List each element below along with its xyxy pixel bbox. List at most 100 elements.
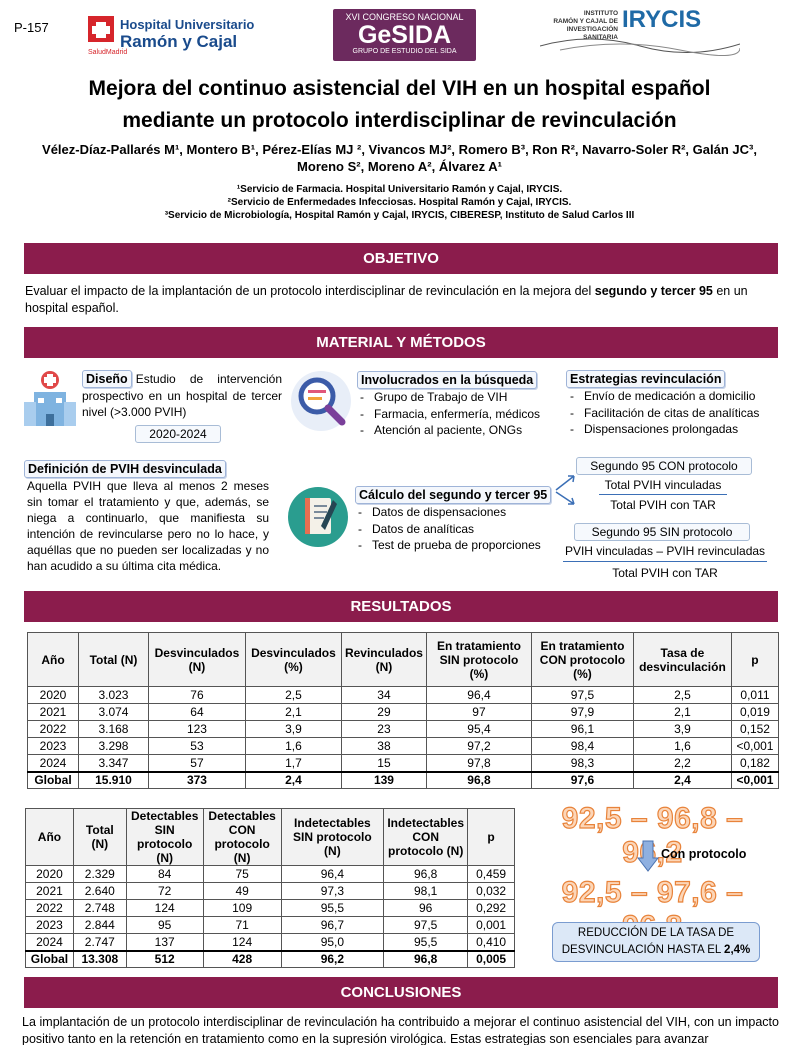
- item-list: Datos de dispensacionesDatos de analític…: [358, 504, 541, 554]
- table-cell: 3.074: [77, 703, 149, 721]
- design-description: Estudio de intervención prospectivo en u…: [82, 372, 282, 419]
- box-title: Involucrados en la búsqueda: [357, 371, 538, 389]
- table-cell: <0,001: [730, 770, 780, 789]
- section-heading: OBJETIVO: [24, 243, 778, 274]
- table-cell: 2023: [25, 916, 74, 934]
- icon-spine: [305, 498, 310, 534]
- table-cell: 71: [202, 916, 282, 934]
- icon-cross: [44, 374, 56, 386]
- institute-line3: INVESTIGACIÓN SANITARIA: [566, 26, 618, 41]
- table-cell: 72: [125, 882, 204, 900]
- logo-cross: [92, 22, 110, 38]
- table-cell: 0,032: [467, 882, 515, 900]
- list-item: Farmacia, enfermería, médicos: [360, 406, 540, 423]
- hospital-icon: [24, 371, 76, 426]
- table-row: 2024 2.747 137 124 95,0 95,5 0,410: [25, 933, 515, 951]
- header-cell: Año: [27, 632, 79, 687]
- table-cell: 98,3: [530, 754, 634, 772]
- formula-label: Segundo 95 CON protocolo: [576, 457, 752, 475]
- table-cell: 23: [340, 720, 427, 738]
- table-cell: 95,0: [280, 933, 385, 951]
- table-cell: 97,8: [425, 754, 532, 772]
- header-cell: Desvinculados (%): [244, 632, 342, 687]
- results-table-1: Año Total (N) Desvinculados (N) Desvinculad…: [27, 632, 780, 789]
- header-cell: En tratamiento SIN protocolo (%): [425, 632, 532, 687]
- table-cell: 97,5: [383, 916, 469, 934]
- results-table-2: Año Total (N) Detectables SIN protocolo (N…: [25, 808, 515, 968]
- table-row: 2022 2.748 124 109 95,5 96 0,292: [25, 899, 515, 917]
- icon-lens: [298, 377, 336, 415]
- table-cell: 49: [202, 882, 282, 900]
- table-cell: 95,5: [280, 899, 385, 917]
- table-cell: 98,1: [383, 882, 469, 900]
- reduction-box: REDUCCIÓN DE LA TASA DE DESVINCULACIÓN H…: [552, 922, 760, 962]
- table-cell: 2024: [25, 933, 74, 951]
- table-row: Global 13.308 512 428 96,2 96,8 0,005: [25, 949, 515, 968]
- reduction-line: REDUCCIÓN DE LA TASA DE: [577, 927, 735, 939]
- icon-line: [308, 390, 326, 393]
- design-text: Diseño Estudio de intervención prospectiv…: [82, 370, 282, 420]
- table-cell: 97,5: [530, 686, 634, 704]
- table-row: 2020 2.329 84 75 96,4 96,8 0,459: [25, 865, 515, 883]
- text: DESVINCULACIÓN HASTA EL: [561, 944, 721, 956]
- table-cell: 2.748: [72, 899, 127, 917]
- header-cell: Indetectables SIN protocolo (N): [280, 808, 385, 866]
- formula-fraction: Total PVIH vinculadas Total PVIH con TAR: [576, 478, 750, 512]
- header-cell: Detectables SIN protocolo (N): [125, 808, 204, 866]
- icon-line: [308, 397, 322, 400]
- header-cell: Desvinculados (N): [147, 632, 246, 687]
- table-cell: 97,2: [425, 737, 532, 755]
- table-cell: 97,3: [280, 882, 385, 900]
- table-cell: <0,001: [730, 737, 780, 755]
- table-cell: 0,182: [730, 754, 780, 772]
- table-cell: 373: [147, 770, 246, 789]
- table-cell: 0,152: [730, 720, 780, 738]
- table-cell: 2.640: [72, 882, 127, 900]
- table-cell: 96,2: [280, 949, 385, 968]
- congress-name: GeSIDA: [357, 21, 452, 49]
- icon-window: [38, 398, 44, 403]
- congress-logo: XVI CONGRESO NACIONAL GeSIDA GRUPO DE ES…: [333, 9, 476, 61]
- table-cell: 29: [340, 703, 427, 721]
- table-cell: 3,9: [244, 720, 342, 738]
- table-row: 2023 2.844 95 71 96,7 97,5 0,001: [25, 916, 515, 934]
- hospital-line2: Ramón y Cajal: [120, 32, 237, 51]
- header-cell: Revinculados (N): [340, 632, 427, 687]
- table-row: Global 15.910 373 2,4 139 96,8 97,6 2,4 <0,001: [27, 770, 780, 789]
- table-cell: 2,1: [244, 703, 342, 721]
- hospital-brand: SaludMadrid: [88, 49, 127, 56]
- table-cell: 2022: [27, 720, 79, 738]
- conclusion-text: La implantación de un protocolo interdis…: [22, 1015, 779, 1045]
- table-cell: 137: [125, 933, 204, 951]
- table-cell: 2024: [27, 754, 79, 772]
- table-cell: 97: [425, 703, 532, 721]
- table-cell: 0,292: [467, 899, 515, 917]
- table-cell: 0,001: [467, 916, 515, 934]
- arrow-label: Con protocolo: [661, 847, 747, 861]
- icon-handle: [324, 404, 346, 426]
- table-cell: 124: [202, 933, 282, 951]
- table-cell: 2020: [25, 865, 74, 883]
- table-cell: Global: [25, 949, 74, 968]
- poster-code: P-157: [14, 20, 49, 35]
- box-title: Cálculo del segundo y tercer 95: [355, 486, 552, 504]
- notebook-icon: [288, 487, 348, 547]
- header-cell: Tasa de desvinculación: [632, 632, 732, 687]
- table-cell: 97,9: [530, 703, 634, 721]
- table-cell: 2,1: [632, 703, 732, 721]
- table-cell: 15.910: [77, 770, 149, 789]
- hospital-line1: Hospital Universitario: [120, 17, 254, 32]
- table-cell: 1,6: [632, 737, 732, 755]
- table-cell: 2023: [27, 737, 79, 755]
- swirl: [559, 43, 740, 56]
- table-cell: 34: [340, 686, 427, 704]
- section-heading: CONCLUSIONES: [24, 977, 778, 1008]
- denominator: Total PVIH con TAR: [610, 498, 716, 512]
- table-cell: 2,5: [244, 686, 342, 704]
- hospital-logo: Hospital Universitario Ramón y Cajal Sal…: [88, 16, 254, 56]
- icon-window: [56, 398, 62, 403]
- list-item: Envío de medicación a domicilio: [570, 388, 759, 405]
- affiliation: ³Servicio de Microbiología, Hospital Ram…: [164, 210, 635, 221]
- box-title: Definición de PVIH desvinculada: [24, 460, 226, 478]
